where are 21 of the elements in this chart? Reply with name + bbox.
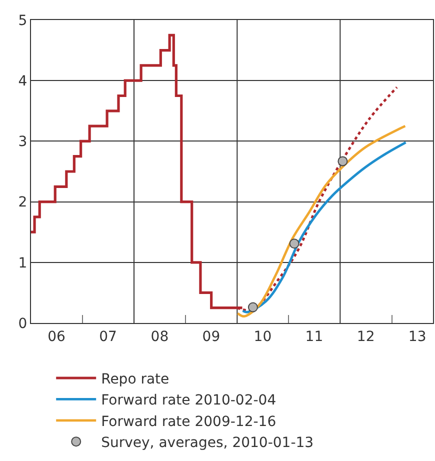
point	[248, 302, 258, 312]
x-tick-label: 10	[254, 328, 272, 345]
x-tick-label: 08	[150, 328, 169, 345]
y-tick-label: 0	[18, 316, 28, 332]
y-tick-label: 2	[18, 194, 28, 211]
y-tick-label: 3	[18, 134, 28, 150]
x-tick-label: 11	[305, 328, 324, 345]
x-tick-label: 09	[202, 328, 220, 345]
y-tick-label: 5	[18, 12, 28, 29]
x-tick-label: 07	[99, 328, 117, 345]
y-tick-label: 1	[18, 255, 28, 272]
x-tick-label: 06	[48, 328, 66, 345]
legend-label: Forward rate 2009-12-16	[101, 414, 276, 430]
y-tick-label: 4	[18, 74, 28, 90]
legend-label: Forward rate 2010-02-04	[101, 392, 276, 409]
point	[289, 238, 300, 249]
legend-label: Survey, averages, 2010-01-13	[101, 435, 314, 452]
x-tick-label: 12	[356, 328, 375, 345]
legend-label: Repo rate	[101, 371, 170, 388]
point	[338, 156, 348, 166]
x-tick-label: 13	[408, 328, 426, 345]
